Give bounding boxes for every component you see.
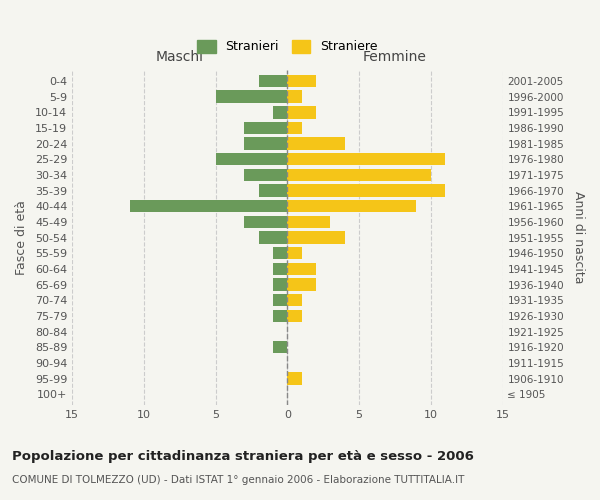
Bar <box>287 168 431 181</box>
Bar <box>273 262 287 275</box>
Bar <box>244 216 287 228</box>
Bar <box>244 138 287 150</box>
Bar <box>215 153 287 166</box>
Bar <box>273 247 287 260</box>
Bar <box>287 278 316 291</box>
Bar <box>287 247 302 260</box>
Y-axis label: Fasce di età: Fasce di età <box>15 200 28 275</box>
Bar <box>287 310 302 322</box>
Text: COMUNE DI TOLMEZZO (UD) - Dati ISTAT 1° gennaio 2006 - Elaborazione TUTTITALIA.I: COMUNE DI TOLMEZZO (UD) - Dati ISTAT 1° … <box>12 475 464 485</box>
Bar <box>244 122 287 134</box>
Bar <box>273 310 287 322</box>
Y-axis label: Anni di nascita: Anni di nascita <box>572 192 585 284</box>
Bar <box>259 184 287 197</box>
Bar <box>130 200 287 212</box>
Bar <box>287 232 345 244</box>
Bar <box>273 106 287 118</box>
Bar <box>287 106 316 118</box>
Bar <box>287 372 302 385</box>
Text: Maschi: Maschi <box>156 50 204 64</box>
Text: Popolazione per cittadinanza straniera per età e sesso - 2006: Popolazione per cittadinanza straniera p… <box>12 450 474 463</box>
Bar <box>287 74 316 87</box>
Bar <box>287 294 302 306</box>
Bar <box>287 216 331 228</box>
Bar <box>259 232 287 244</box>
Text: Femmine: Femmine <box>363 50 427 64</box>
Bar <box>273 294 287 306</box>
Legend: Stranieri, Straniere: Stranieri, Straniere <box>193 36 382 57</box>
Bar <box>287 200 416 212</box>
Bar <box>244 168 287 181</box>
Bar <box>287 90 302 103</box>
Bar <box>273 278 287 291</box>
Bar <box>287 153 445 166</box>
Bar <box>273 341 287 353</box>
Bar <box>287 138 345 150</box>
Bar <box>215 90 287 103</box>
Bar <box>287 184 445 197</box>
Bar <box>259 74 287 87</box>
Bar <box>287 262 316 275</box>
Bar <box>287 122 302 134</box>
